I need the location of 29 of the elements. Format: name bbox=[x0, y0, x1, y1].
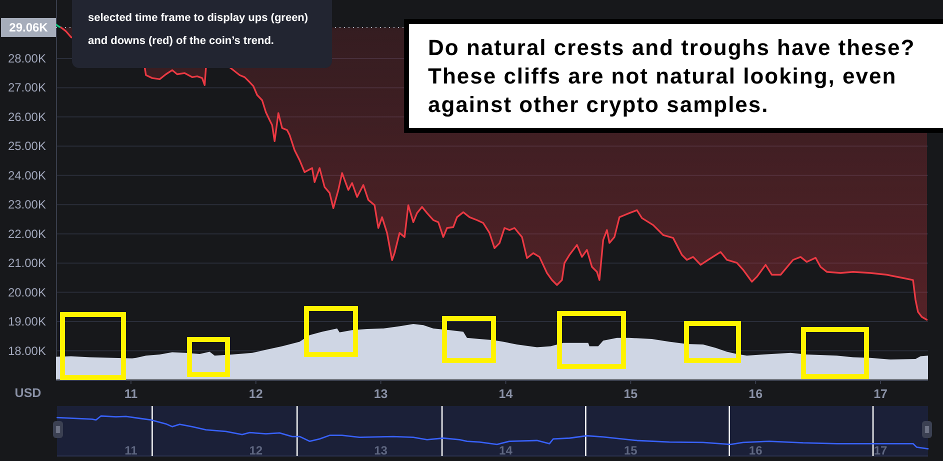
y-tick-label: 22.00K bbox=[8, 226, 46, 241]
y-tick-label: 24.00K bbox=[8, 168, 46, 182]
y-tick-label: 20.00K bbox=[8, 285, 46, 300]
ref-line-label: 29.06K bbox=[9, 20, 48, 34]
y-tick-label: 18.00K bbox=[8, 344, 46, 358]
x-tick-label: 14 bbox=[499, 444, 513, 458]
x-tick-label: 14 bbox=[498, 387, 513, 401]
x-tick-label: 13 bbox=[374, 387, 388, 401]
y-axis-title: USD bbox=[14, 386, 42, 400]
y-tick-label: 21.00K bbox=[8, 256, 46, 270]
x-tick-label: 16 bbox=[748, 444, 763, 458]
x-tick-label: 17 bbox=[874, 387, 888, 401]
annotation: Do natural crests and troughs have these? These cliffs are not natural looking, even against other crypto samples. bbox=[428, 35, 916, 117]
y-tick-label: 26.00K bbox=[8, 110, 46, 124]
x-tick-label: 13 bbox=[374, 444, 388, 458]
y-tick-label: 19.00K bbox=[8, 314, 46, 329]
x-tick-label: 11 bbox=[124, 387, 138, 401]
y-tick-label: 23.00K bbox=[8, 198, 46, 212]
x-tick-label: 15 bbox=[624, 444, 638, 458]
x-tick-label: 11 bbox=[124, 444, 138, 458]
x-tick-label: 17 bbox=[874, 444, 888, 458]
y-tick-label: 25.00K bbox=[8, 139, 46, 154]
x-tick-label: 12 bbox=[248, 387, 263, 401]
x-tick-label: 16 bbox=[748, 387, 763, 401]
x-tick-label: 15 bbox=[624, 387, 638, 401]
x-tick-label: 12 bbox=[249, 444, 263, 458]
y-tick-label: 28.00K bbox=[8, 51, 46, 66]
annotation: selected time frame to display ups (green) and downs (red) of the coin’s trend. bbox=[88, 12, 308, 47]
y-tick-label: 27.00K bbox=[8, 80, 46, 95]
